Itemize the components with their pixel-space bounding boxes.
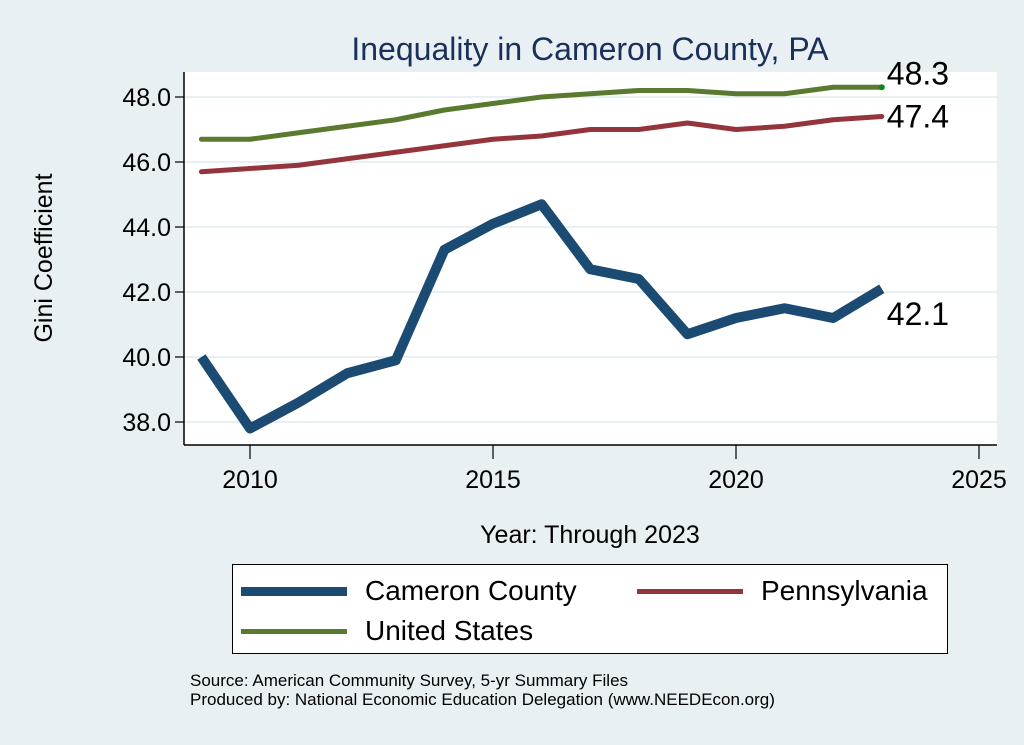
end-label-pennsylvania: 47.4 <box>887 99 949 135</box>
x-axis-label: Year: Through 2023 <box>480 521 700 549</box>
series-line-pennsylvania <box>198 114 885 175</box>
end-label-united-states: 48.3 <box>887 55 949 91</box>
x-tick-label: 2015 <box>465 466 521 494</box>
y-tick-label: 40.0 <box>122 344 171 372</box>
legend-label: United States <box>365 615 534 646</box>
y-tick-label: 44.0 <box>122 214 171 242</box>
legend-label: Cameron County <box>365 575 577 606</box>
source-note: Source: American Community Survey, 5-yr … <box>190 671 629 690</box>
y-tick-label: 42.0 <box>122 279 171 307</box>
end-label-cameron-county: 42.1 <box>887 296 949 332</box>
gridlines <box>184 96 997 423</box>
legend-swatch-pennsylvania <box>637 588 743 594</box>
y-tick-label: 38.0 <box>122 409 171 437</box>
y-tick-label: 48.0 <box>122 84 171 112</box>
series-line-cameron-county <box>197 199 885 434</box>
series-lines <box>197 84 885 434</box>
legend-swatch-cameron-county <box>241 586 347 596</box>
x-ticks: 2010 2015 2020 2025 <box>222 445 1007 494</box>
legend-item-united-states: United States <box>241 615 533 647</box>
x-tick-label: 2020 <box>708 466 764 494</box>
legend-item-cameron-county: Cameron County <box>241 575 577 607</box>
chart-title: Inequality in Cameron County, PA <box>351 31 829 67</box>
end-labels: 48.3 47.4 42.1 <box>887 55 949 332</box>
legend-swatch-united-states <box>241 628 347 634</box>
series-line-united-states <box>198 84 885 142</box>
x-tick-label: 2025 <box>951 466 1007 494</box>
footer: Source: American Community Survey, 5-yr … <box>190 671 775 709</box>
y-ticks: 38.0 40.0 42.0 44.0 46.0 48.0 <box>122 84 184 437</box>
y-tick-label: 46.0 <box>122 149 171 177</box>
produced-by-note: Produced by: National Economic Education… <box>190 690 775 709</box>
legend: Cameron County Pennsylvania United State… <box>232 564 948 654</box>
x-tick-label: 2010 <box>222 466 278 494</box>
legend-label: Pennsylvania <box>761 575 928 606</box>
legend-item-pennsylvania: Pennsylvania <box>637 575 928 607</box>
plot-area <box>184 72 997 445</box>
y-axis-label: Gini Coefficient <box>30 173 58 342</box>
end-marker-united-states <box>878 84 885 91</box>
